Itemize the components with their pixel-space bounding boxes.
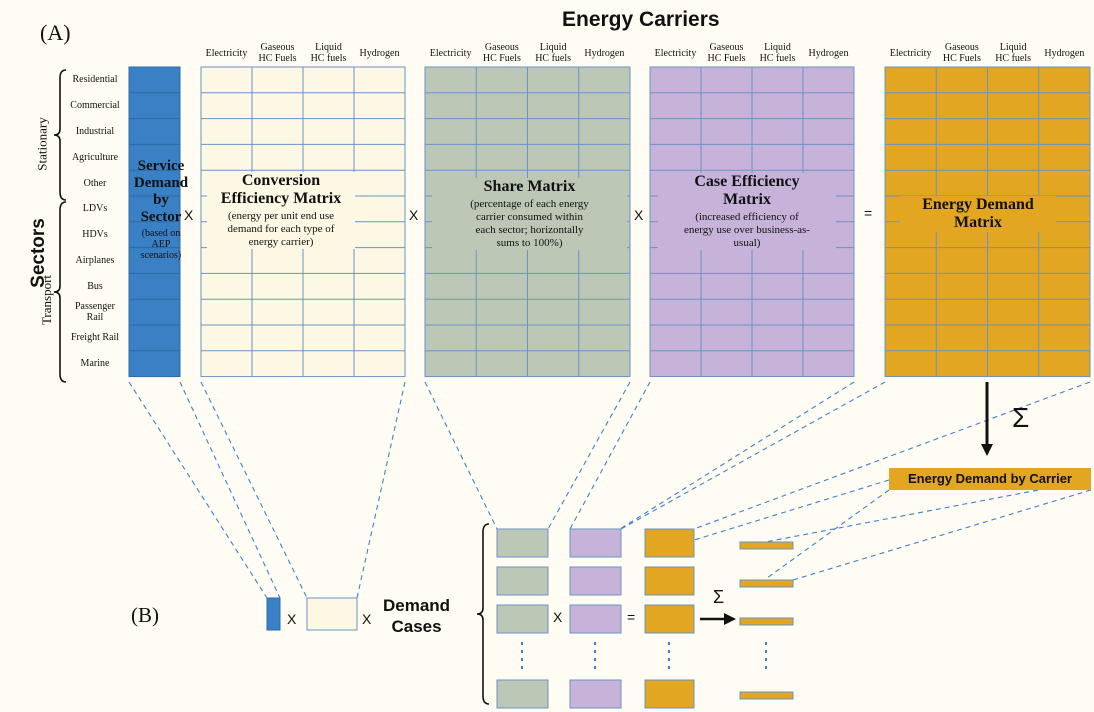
dashed-connector xyxy=(128,381,268,599)
demand-cases-brace xyxy=(476,523,490,705)
carrier-result-bar xyxy=(739,579,794,588)
sector-label: Agriculture xyxy=(71,151,119,163)
sector-label: Bus xyxy=(87,280,103,292)
times-operator-b1: X xyxy=(287,611,297,627)
transport-brace xyxy=(53,201,67,383)
case-matrix-title: Case Efficiency Matrix (increased effici… xyxy=(658,173,836,250)
carrier-result-bar xyxy=(739,541,794,550)
share-matrix-subtitle: (percentage of each energy carrier consu… xyxy=(470,198,589,249)
dashed-connector xyxy=(766,489,890,579)
dashed-connector xyxy=(179,381,281,599)
carrier-header: Gaseous HC Fuels xyxy=(707,42,746,64)
carrier-header: Liquid HC fuels xyxy=(759,42,796,64)
carrier-header: Gaseous HC Fuels xyxy=(258,42,297,64)
times-operator-2: X xyxy=(409,207,419,223)
group-stationary-label: Stationary xyxy=(34,117,50,171)
conversion-matrix-subtitle: (energy per unit end use demand for each… xyxy=(227,210,335,248)
sector-label: HDVs xyxy=(82,229,108,241)
dashed-connector xyxy=(792,489,1092,581)
times-operator-1: X xyxy=(184,207,194,223)
dashed-connector xyxy=(547,381,631,530)
service-demand-title-text: Service Demand by Sector xyxy=(133,158,189,225)
carrier-header: Electricity xyxy=(205,48,248,59)
demand-matrix-title: Energy Demand Matrix xyxy=(900,196,1056,232)
service-demand-mini xyxy=(266,597,281,631)
carrier-header: Hydrogen xyxy=(1044,48,1085,59)
demand-cases-label: Demand Cases xyxy=(383,596,451,636)
case-case-box xyxy=(569,566,622,596)
carrier-result-bar xyxy=(739,617,794,626)
equals-operator: = xyxy=(864,205,873,221)
demand-case-box xyxy=(644,566,695,596)
sector-label: Industrial xyxy=(75,126,115,137)
dashed-connector xyxy=(690,479,890,542)
stationary-brace xyxy=(53,69,67,201)
carrier-header: Gaseous HC Fuels xyxy=(482,42,521,64)
carrier-header: Liquid HC fuels xyxy=(995,42,1032,64)
demand-matrix-title-text: Energy Demand Matrix xyxy=(922,196,1034,231)
carrier-header: Electricity xyxy=(429,48,472,59)
case-matrix-title-text: Case Efficiency Matrix xyxy=(694,173,800,208)
carrier-result-bar xyxy=(739,691,794,700)
dashed-connector xyxy=(424,381,498,530)
conversion-mini xyxy=(306,597,358,631)
times-operator-3: X xyxy=(634,207,644,223)
dashed-connector xyxy=(569,381,651,530)
sum-symbol-small: Σ xyxy=(713,587,725,607)
service-demand-title: Service Demand by Sector (based on AEP s… xyxy=(131,158,191,261)
carrier-header: Electricity xyxy=(889,48,932,59)
sector-label: Marine xyxy=(80,358,110,370)
energy-demand-by-carrier-box: Energy Demand by Carrier xyxy=(889,468,1091,490)
times-operator-b2: X xyxy=(362,611,372,627)
case-case-box xyxy=(569,528,622,558)
conversion-matrix-title: Conversion Efficiency Matrix (energy per… xyxy=(207,172,355,249)
sector-label: LDVs xyxy=(82,203,108,215)
carrier-header: Hydrogen xyxy=(359,48,400,59)
sum-symbol-large: Σ xyxy=(1012,402,1030,433)
panel-a-label: (A) xyxy=(40,20,71,45)
carrier-header: Hydrogen xyxy=(584,48,625,59)
carrier-header: Liquid HC fuels xyxy=(535,42,572,64)
panel-b-label: (B) xyxy=(131,603,159,627)
energy-carriers-title: Energy Carriers xyxy=(562,8,720,31)
case-case-box xyxy=(569,679,622,709)
carrier-header: Gaseous HC Fuels xyxy=(942,42,981,64)
conversion-matrix-title-text: Conversion Efficiency Matrix xyxy=(220,172,342,207)
share-case-box xyxy=(496,566,549,596)
equals-operator-b: = xyxy=(627,609,636,625)
dashed-connector xyxy=(693,381,1091,530)
share-case-box xyxy=(496,679,549,709)
share-matrix-title: Share Matrix (percentage of each energy … xyxy=(432,178,627,250)
case-matrix-subtitle: (increased efficiency of energy use over… xyxy=(684,211,810,249)
sector-label: Passenger Rail xyxy=(75,301,115,324)
service-demand-subtitle: (based on AEP scenarios) xyxy=(140,228,182,261)
share-matrix-title-text: Share Matrix xyxy=(483,178,576,195)
sector-label: Freight Rail xyxy=(70,332,120,344)
times-operator-b3: X xyxy=(553,609,563,625)
demand-case-box xyxy=(644,528,695,558)
sector-label: Other xyxy=(83,177,107,189)
dashed-connector xyxy=(619,381,855,530)
group-transport-label: Transport xyxy=(39,274,55,326)
dashed-connector xyxy=(738,479,1092,548)
case-case-box xyxy=(569,604,622,634)
sum-arrow-head xyxy=(981,444,993,456)
demand-case-box xyxy=(644,604,695,634)
share-case-box xyxy=(496,604,549,634)
share-case-box xyxy=(496,528,549,558)
carrier-header: Hydrogen xyxy=(808,48,849,59)
carrier-header: Liquid HC fuels xyxy=(310,42,347,64)
carrier-header: Electricity xyxy=(654,48,697,59)
dashed-connector xyxy=(200,381,308,599)
dashed-connector xyxy=(620,381,886,530)
sector-label: Residential xyxy=(72,74,118,86)
panel-b-arrow-head xyxy=(724,613,736,625)
sector-label: Commercial xyxy=(70,100,120,112)
demand-case-box xyxy=(644,679,695,709)
dashed-connector xyxy=(356,381,406,599)
sector-label: Airplanes xyxy=(75,255,115,266)
